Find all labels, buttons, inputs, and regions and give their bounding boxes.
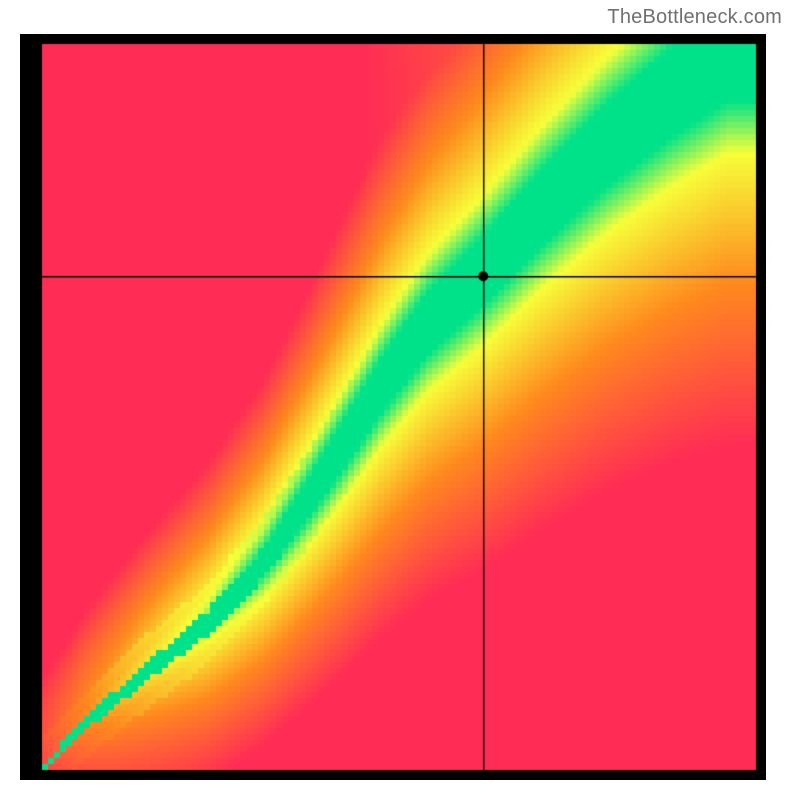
watermark-text: TheBottleneck.com (607, 6, 782, 29)
plot-frame (20, 34, 766, 780)
chart-container: TheBottleneck.com (0, 0, 800, 800)
overlay-canvas (20, 34, 766, 780)
